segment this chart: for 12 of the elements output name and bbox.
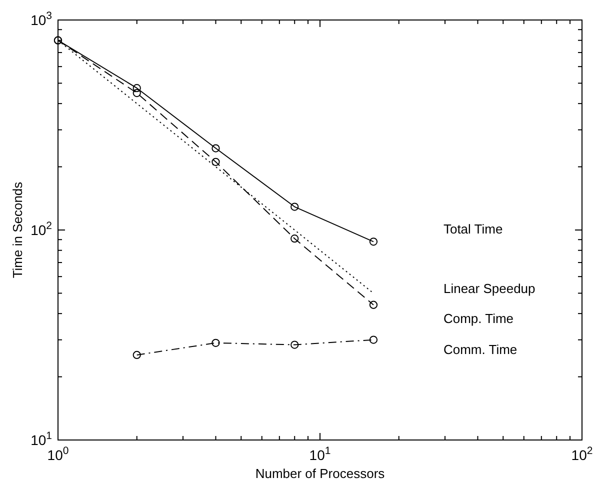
x-tick-label: 10$^{2}$ (571, 445, 593, 463)
y-tick-label: 10$^{3}$ (30, 10, 52, 28)
y-tick-label: 10$^{1}$ (30, 430, 52, 448)
y-axis-title: Time in Seconds (10, 181, 25, 278)
x-tick-label: 10$^{1}$ (309, 445, 331, 463)
text: Comp. Time (443, 310, 514, 326)
x-tick-label: 10$^{0}$ (47, 445, 69, 463)
text: Linear Speedup (443, 281, 536, 296)
text: Comm. Time (443, 342, 518, 357)
text: Total Time (443, 222, 503, 237)
y-tick-label: 10$^{2}$ (30, 220, 52, 238)
x-axis-title: Number of Processors (255, 466, 386, 481)
